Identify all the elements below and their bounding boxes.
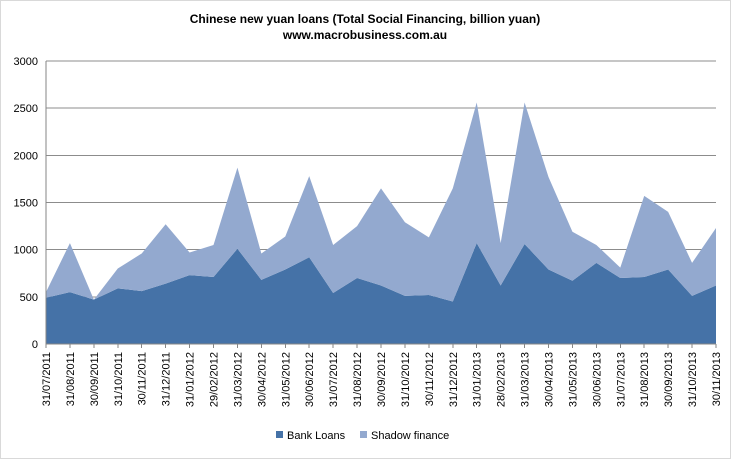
y-tick-label: 1500 <box>14 198 38 210</box>
legend-label: Bank Loans <box>287 430 346 442</box>
x-tick-label: 30/09/2011 <box>89 352 101 406</box>
y-tick-label: 1000 <box>14 245 38 257</box>
y-axis-ticks: 0 500 1000 1500 2000 2500 3000 <box>14 56 38 351</box>
x-tick-label: 30/09/2012 <box>376 352 388 407</box>
y-tick-label: 2500 <box>14 103 38 115</box>
x-tick-label: 31/08/2013 <box>639 352 651 407</box>
x-tick-label: 29/02/2012 <box>209 352 221 407</box>
y-tick-label: 3000 <box>14 56 38 68</box>
x-tick-label: 30/11/2012 <box>424 352 436 406</box>
x-tick-label: 30/04/2013 <box>544 352 556 407</box>
legend-swatch <box>360 431 367 438</box>
x-tick-label: 30/11/2011 <box>137 352 149 405</box>
x-tick-label: 31/10/2012 <box>400 352 412 407</box>
series-area-bank-loans <box>46 243 716 344</box>
x-tick-label: 31/07/2013 <box>615 352 627 407</box>
chart-subtitle: www.macrobusiness.com.au <box>282 28 447 42</box>
x-tick-label: 31/01/2013 <box>472 352 484 407</box>
axes <box>45 61 717 348</box>
x-tick-label: 28/02/2013 <box>496 352 508 407</box>
x-tick-label: 30/04/2012 <box>256 352 268 407</box>
legend-swatch <box>276 431 283 438</box>
x-tick-label: 30/11/2013 <box>711 352 723 406</box>
x-tick-label: 31/01/2012 <box>185 352 197 407</box>
y-tick-label: 2000 <box>14 150 38 162</box>
x-tick-label: 31/05/2013 <box>567 352 579 407</box>
y-tick-label: 500 <box>20 292 38 304</box>
x-tick-label: 30/06/2012 <box>304 352 316 407</box>
x-tick-label: 31/10/2011 <box>113 352 125 406</box>
x-tick-label: 31/10/2013 <box>687 352 699 407</box>
series-area-shadow-finance <box>46 102 716 302</box>
y-tick-label: 0 <box>32 339 38 351</box>
title-block: Chinese new yuan loans (Total Social Fin… <box>190 12 541 42</box>
x-tick-label: 31/07/2012 <box>328 352 340 407</box>
x-tick-label: 30/06/2013 <box>591 352 603 407</box>
x-tick-label: 31/08/2011 <box>65 352 77 406</box>
x-tick-label: 30/09/2013 <box>663 352 675 407</box>
x-tick-label: 31/05/2012 <box>280 352 292 407</box>
plot-area <box>46 102 716 344</box>
chart-title: Chinese new yuan loans (Total Social Fin… <box>190 12 541 26</box>
x-tick-label: 31/03/2012 <box>232 352 244 407</box>
x-tick-label: 31/08/2012 <box>352 352 364 407</box>
legend: Bank Loans Shadow finance <box>276 430 449 442</box>
x-tick-label: 31/12/2011 <box>161 352 173 406</box>
x-axis-ticks: 31/07/2011 31/08/2011 30/09/2011 31/10/2011… <box>41 352 723 407</box>
x-tick-label: 31/03/2013 <box>520 352 532 407</box>
x-tick-label: 31/07/2011 <box>41 352 53 406</box>
x-tick-label: 31/12/2012 <box>448 352 460 407</box>
legend-label: Shadow finance <box>371 430 449 442</box>
